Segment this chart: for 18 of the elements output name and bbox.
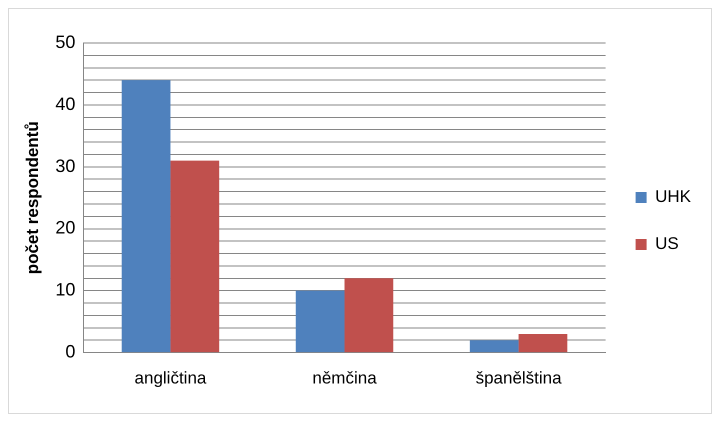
bar [344,278,394,352]
y-tick-label: 50 [55,32,76,52]
bar [296,290,345,352]
y-tick-label: 20 [55,218,76,238]
bar [518,334,568,352]
x-tick-label: španělština [476,368,562,388]
y-tick-label: 30 [55,156,76,176]
bar [170,160,220,352]
bar [470,340,519,352]
x-tick-label: angličtina [134,368,207,388]
y-tick-label: 40 [55,94,76,114]
legend-label: UHK [655,187,692,206]
bar [122,80,170,352]
y-axis-title: počet respondentů [22,121,42,274]
y-tick-label: 0 [65,342,76,362]
x-tick-label: němčina [312,368,378,388]
legend-label: US [655,234,679,254]
y-tick-label: 10 [55,280,76,300]
